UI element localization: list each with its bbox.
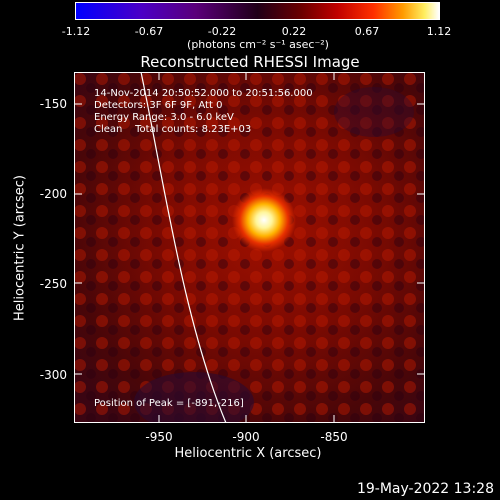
colorbar-units: (photons cm⁻² s⁻¹ asec⁻²) — [187, 38, 329, 51]
x-tick-label: -950 — [145, 430, 173, 444]
colorbar-tick: -0.67 — [134, 25, 164, 38]
hxr-image — [74, 71, 425, 432]
axis-ticks — [74, 72, 425, 423]
colorbar-tick: 0.22 — [281, 25, 307, 38]
y-axis-label: Heliocentric Y (arcsec) — [12, 175, 28, 321]
plot-area[interactable]: 14-Nov-2014 20:50:52.000 to 20:51:56.000… — [74, 71, 425, 432]
colorbar-tick: -1.12 — [61, 25, 91, 38]
colorbar-tick: -0.22 — [207, 25, 237, 38]
annotation-clean: Clean Total counts: 8.23E+03 — [94, 124, 252, 135]
colorbar-tick: 1.12 — [426, 25, 452, 38]
annotation-detectors: Detectors: 3F 6F 9F, Att 0 — [94, 100, 223, 111]
x-axis-label: Heliocentric X (arcsec) — [174, 446, 322, 461]
annotation-energy: Energy Range: 3.0 - 6.0 keV — [94, 112, 234, 123]
y-tick-label: -300 — [39, 368, 67, 382]
annotation-time-range: 14-Nov-2014 20:50:52.000 to 20:51:56.000 — [94, 88, 313, 99]
dark-region — [334, 87, 414, 137]
annotation-peak: Position of Peak = [-891,-216] — [94, 398, 244, 409]
plot-frame — [74, 72, 425, 423]
solar-limb — [140, 71, 227, 424]
colorbar-tick: 0.67 — [354, 25, 380, 38]
plot-title: Reconstructed RHESSI Image — [140, 53, 360, 71]
y-tick-label: -250 — [39, 277, 67, 291]
x-tick-label: -850 — [320, 430, 348, 444]
x-tick-label: -900 — [232, 430, 260, 444]
datestamp: 19-May-2022 13:28 — [356, 481, 494, 497]
colorbar — [75, 2, 440, 20]
y-tick-label: -150 — [39, 97, 67, 111]
y-tick-label: -200 — [39, 187, 67, 201]
source-peak — [232, 188, 296, 252]
